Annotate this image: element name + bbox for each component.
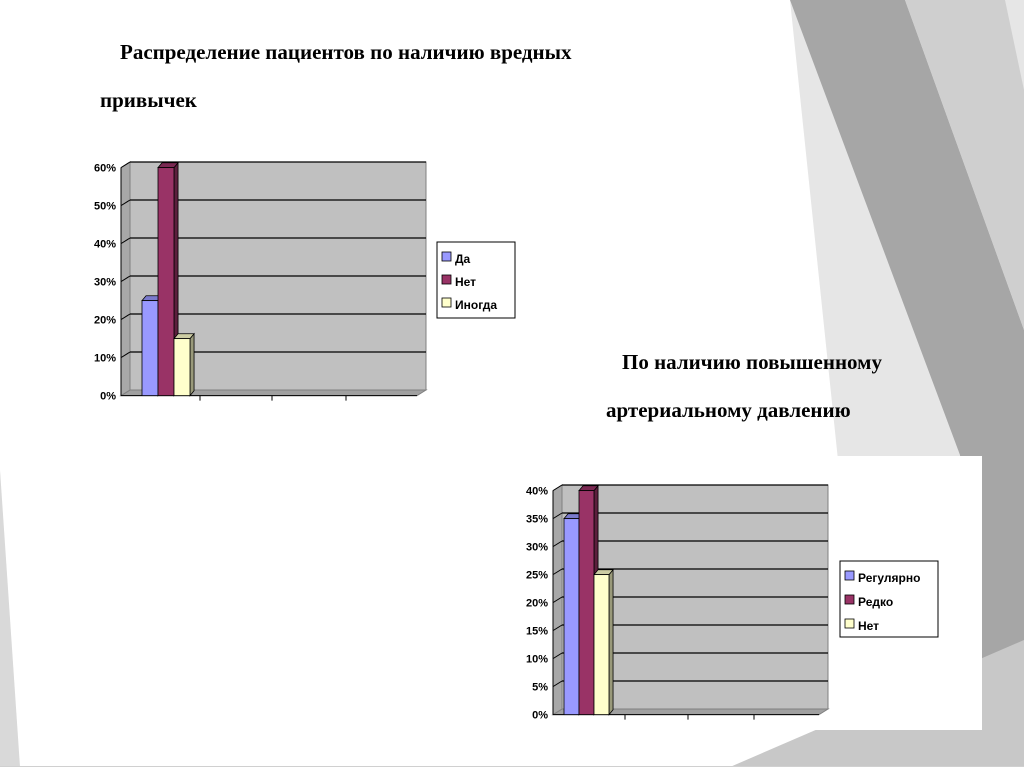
chart2-y-tick-label: 15% <box>526 626 548 638</box>
chart1-bar-front <box>157 167 175 397</box>
chart1-bar-top <box>173 333 195 340</box>
chart2-y-tick-label: 0% <box>532 710 548 722</box>
chart2-gridline-side <box>552 596 563 604</box>
chart2-legend-swatch <box>844 594 855 605</box>
chart2-legend-swatch <box>844 618 855 629</box>
chart2-gridline-side <box>552 624 563 632</box>
slide-title-2-line-2: артериальному давлению <box>606 398 851 422</box>
chart1-gridline-side <box>120 237 131 245</box>
chart1-legend-label: Иногда <box>455 298 497 312</box>
chart2-y-tick-label: 25% <box>526 570 548 582</box>
chart1-legend-swatch <box>441 297 452 308</box>
chart1-bar-front <box>141 300 159 397</box>
chart-harmful-habits: 0% 10% 20% 30% 40% 50% 60% Да Нет Иногда <box>94 161 516 403</box>
chart2-bar-front <box>563 518 580 716</box>
chart2-legend-swatch <box>844 570 855 581</box>
chart2-bar-side <box>608 568 614 716</box>
chart2-y-tick-label: 30% <box>526 542 548 554</box>
chart2-y-tick-label: 40% <box>526 486 548 498</box>
chart2-y-tick-label: 5% <box>532 682 548 694</box>
chart2-gridline-side <box>552 568 563 576</box>
chart1-bar-top <box>157 162 179 169</box>
chart2-y-tick-label: 35% <box>526 514 548 526</box>
slide-title-1-line-2: привычек <box>100 88 197 112</box>
chart1-y-tick-label: 20% <box>94 315 116 327</box>
slide-title-1-line-1: Распределение пациентов по наличию вредн… <box>120 40 572 64</box>
chart2-gridline-side <box>552 652 563 660</box>
chart2-gridline-side <box>552 484 563 492</box>
chart2-bar-front <box>593 574 610 716</box>
chart2-legend <box>839 560 939 638</box>
chart1-y-tick-label: 10% <box>94 353 116 365</box>
chart1-gridline-side <box>120 275 131 283</box>
chart2-legend-label: Регулярно <box>858 571 920 585</box>
chart1-bar-front <box>173 338 191 397</box>
chart2-y-tick-label: 10% <box>526 654 548 666</box>
chart2-legend-label: Редко <box>858 595 893 609</box>
chart1-y-tick-label: 0% <box>100 391 116 403</box>
chart1-y-tick-label: 60% <box>94 163 116 175</box>
deco-right-dark <box>790 0 1024 767</box>
chart2-y-tick-label: 20% <box>526 598 548 610</box>
chart1-y-tick-label: 50% <box>94 201 116 213</box>
chart-blood-pressure: 0% 5% 10% 15% 20% 25% 30% 35% 40% Регулярно Редко Н… <box>526 484 939 722</box>
chart1-legend-swatch <box>441 274 452 285</box>
slide-title-2-line-1: По наличию повышенному <box>622 350 882 374</box>
chart1-gridline-side <box>120 199 131 207</box>
chart2-bar-3 <box>593 568 614 716</box>
chart2-gridline-side <box>552 540 563 548</box>
chart1-gridline-side <box>120 161 131 169</box>
chart1-bar-3 <box>173 332 195 397</box>
chart2-gridline-side <box>552 512 563 520</box>
chart2-gridline-side <box>552 680 563 688</box>
chart1-gridline-side <box>120 351 131 359</box>
chart1-y-tick-label: 30% <box>94 277 116 289</box>
deco-left-strip <box>0 470 20 767</box>
chart2-bar-front <box>578 490 595 716</box>
chart2-legend-label: Нет <box>858 619 879 633</box>
chart1-bar-side <box>189 332 195 397</box>
chart1-gridline-side <box>120 313 131 321</box>
deco-right-mid <box>905 0 1024 330</box>
chart1-legend-label: Да <box>455 252 471 266</box>
chart1-y-tick-label: 40% <box>94 239 116 251</box>
chart1-legend-swatch <box>441 251 452 262</box>
chart1-legend-label: Нет <box>455 275 476 289</box>
